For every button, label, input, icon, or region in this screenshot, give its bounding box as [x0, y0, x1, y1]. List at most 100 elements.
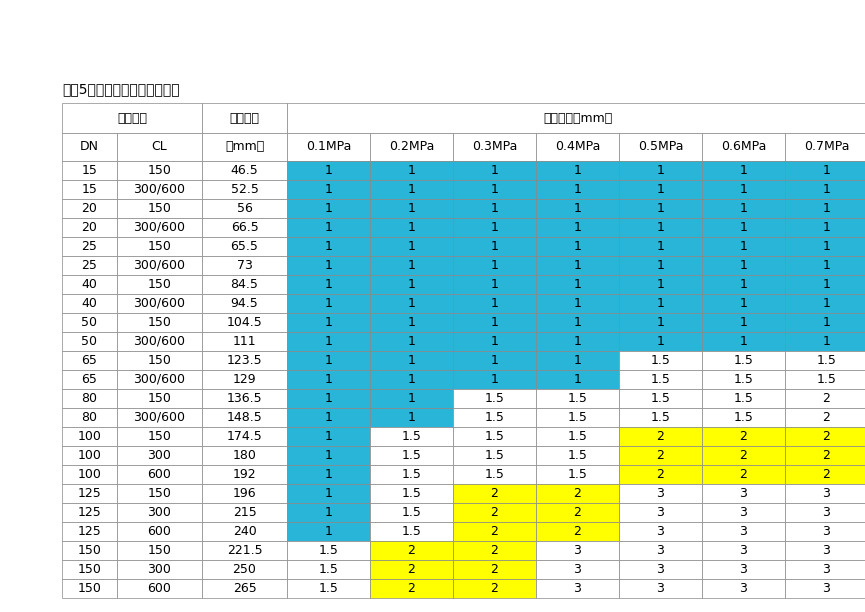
Text: 1: 1: [823, 183, 830, 196]
Text: 1: 1: [324, 278, 332, 291]
Text: 1: 1: [740, 316, 747, 329]
Bar: [536, 408, 619, 427]
Text: 196: 196: [233, 487, 256, 500]
Bar: [117, 579, 202, 598]
Bar: [536, 522, 619, 541]
Bar: [370, 446, 453, 465]
Bar: [370, 560, 453, 579]
Text: 1: 1: [573, 221, 581, 234]
Text: 1: 1: [490, 335, 498, 348]
Text: 1.5: 1.5: [567, 449, 587, 462]
Bar: [536, 579, 619, 598]
Bar: [453, 408, 536, 427]
Text: 2: 2: [823, 430, 830, 443]
Text: DN: DN: [80, 141, 99, 154]
Text: 1: 1: [407, 411, 415, 424]
Bar: [785, 313, 865, 332]
Text: 40: 40: [81, 297, 98, 310]
Text: 100: 100: [78, 430, 101, 443]
Bar: [453, 332, 536, 351]
Text: 15: 15: [81, 183, 98, 196]
Text: 2: 2: [740, 449, 747, 462]
Bar: [785, 199, 865, 218]
Bar: [117, 503, 202, 522]
Bar: [619, 218, 702, 237]
Bar: [536, 427, 619, 446]
Bar: [536, 484, 619, 503]
Bar: [785, 294, 865, 313]
Text: 65.5: 65.5: [231, 240, 259, 253]
Text: 2: 2: [573, 487, 581, 500]
Text: 1: 1: [324, 316, 332, 329]
Bar: [702, 256, 785, 275]
Bar: [117, 351, 202, 370]
Text: 1: 1: [823, 202, 830, 215]
Text: 3: 3: [657, 582, 664, 595]
Bar: [62, 465, 117, 484]
Bar: [117, 446, 202, 465]
Bar: [619, 256, 702, 275]
Bar: [287, 332, 370, 351]
Text: 1: 1: [657, 202, 664, 215]
Bar: [370, 427, 453, 446]
Text: 1: 1: [324, 411, 332, 424]
Bar: [202, 522, 287, 541]
Text: 1: 1: [573, 297, 581, 310]
Text: 1: 1: [823, 316, 830, 329]
Text: 1: 1: [324, 506, 332, 519]
Text: 2: 2: [490, 506, 498, 519]
Text: 1: 1: [573, 335, 581, 348]
Text: 1: 1: [740, 221, 747, 234]
Text: 73: 73: [236, 259, 253, 272]
Text: 600: 600: [148, 468, 171, 481]
Text: 1: 1: [657, 221, 664, 234]
Text: 2: 2: [740, 430, 747, 443]
Text: 180: 180: [233, 449, 256, 462]
Text: 1: 1: [823, 297, 830, 310]
Bar: [117, 294, 202, 313]
Bar: [202, 313, 287, 332]
Bar: [536, 199, 619, 218]
Text: 2: 2: [823, 449, 830, 462]
Bar: [287, 503, 370, 522]
Bar: [785, 332, 865, 351]
Bar: [785, 180, 865, 199]
Bar: [619, 446, 702, 465]
Text: 1: 1: [573, 183, 581, 196]
Bar: [62, 133, 117, 161]
Bar: [536, 370, 619, 389]
Text: 1: 1: [657, 164, 664, 177]
Text: 1.5: 1.5: [817, 373, 836, 386]
Text: 1.5: 1.5: [650, 373, 670, 386]
Text: CL: CL: [151, 141, 167, 154]
Text: 150: 150: [148, 354, 171, 367]
Bar: [287, 560, 370, 579]
Bar: [287, 237, 370, 256]
Bar: [536, 351, 619, 370]
Text: 3: 3: [740, 525, 747, 538]
Bar: [117, 180, 202, 199]
Text: 300/600: 300/600: [133, 259, 185, 272]
Bar: [619, 199, 702, 218]
Bar: [62, 313, 117, 332]
Text: 2: 2: [573, 506, 581, 519]
Bar: [287, 446, 370, 465]
Text: 0.2MPa: 0.2MPa: [388, 141, 434, 154]
Bar: [453, 446, 536, 465]
Text: 1: 1: [490, 202, 498, 215]
Text: 84.5: 84.5: [231, 278, 259, 291]
Bar: [785, 465, 865, 484]
Text: 3: 3: [740, 563, 747, 576]
Bar: [287, 408, 370, 427]
Bar: [619, 427, 702, 446]
Bar: [453, 503, 536, 522]
Text: 50: 50: [81, 335, 98, 348]
Bar: [453, 389, 536, 408]
Text: 1: 1: [324, 259, 332, 272]
Bar: [370, 256, 453, 275]
Bar: [453, 256, 536, 275]
Bar: [536, 294, 619, 313]
Bar: [287, 180, 370, 199]
Text: 1: 1: [823, 240, 830, 253]
Bar: [785, 133, 865, 161]
